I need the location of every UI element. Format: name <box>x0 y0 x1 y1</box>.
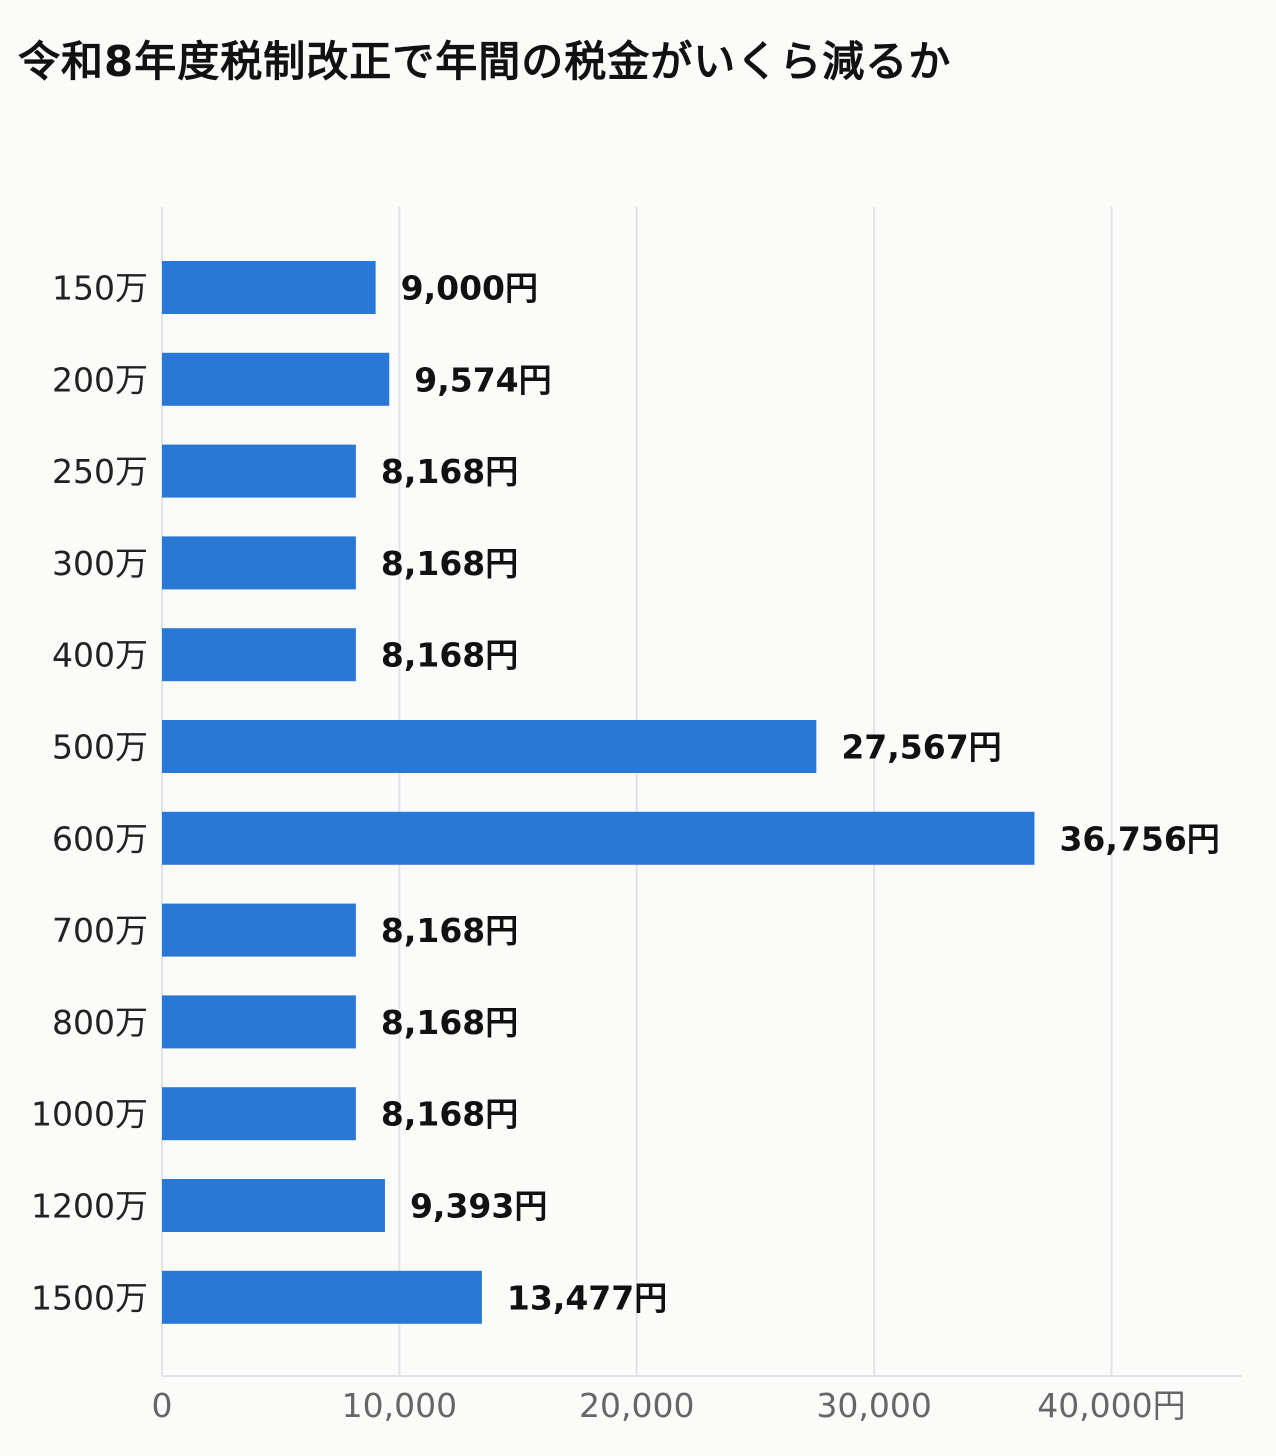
value-label: 9,000円 <box>401 269 538 308</box>
category-label: 150万 <box>52 269 148 308</box>
value-label: 27,567円 <box>841 728 1001 767</box>
category-label: 200万 <box>52 360 148 399</box>
value-label: 8,168円 <box>381 1003 518 1042</box>
value-label: 13,477円 <box>507 1278 667 1317</box>
x-tick-label: 0 <box>152 1386 173 1425</box>
value-label: 9,393円 <box>410 1187 547 1226</box>
value-label: 8,168円 <box>381 452 518 491</box>
bar <box>162 720 817 773</box>
category-label: 500万 <box>52 728 148 767</box>
bar <box>162 995 356 1049</box>
bar <box>162 444 356 498</box>
category-label: 600万 <box>52 819 148 858</box>
bar <box>162 811 1035 865</box>
value-label: 9,574円 <box>414 360 551 399</box>
value-label: 8,168円 <box>381 1095 518 1134</box>
bars <box>162 261 1035 1324</box>
bar <box>162 1179 385 1232</box>
bar <box>162 1087 356 1141</box>
bar <box>162 261 376 314</box>
bar <box>162 536 356 590</box>
category-label: 1000万 <box>31 1095 148 1134</box>
category-label: 800万 <box>52 1003 148 1042</box>
x-axis-tick-labels: 0 10,000 20,000 30,000 40,000円 <box>152 1386 1186 1425</box>
bar <box>162 352 390 406</box>
bar <box>162 1270 482 1324</box>
category-label: 1200万 <box>31 1187 148 1226</box>
value-label: 8,168円 <box>381 544 518 583</box>
category-label: 700万 <box>52 911 148 950</box>
category-label: 1500万 <box>31 1278 148 1317</box>
x-tick-label: 20,000 <box>579 1386 694 1425</box>
value-label: 8,168円 <box>381 911 518 950</box>
bar <box>162 628 356 682</box>
chart-title: 令和8年度税制改正で年間の税金がいくら減るか <box>18 37 952 86</box>
value-label: 36,756円 <box>1059 819 1219 858</box>
value-label: 8,168円 <box>381 636 518 675</box>
category-label: 400万 <box>52 636 148 675</box>
category-label: 300万 <box>52 544 148 583</box>
bar <box>162 903 356 957</box>
category-label: 250万 <box>52 452 148 491</box>
x-tick-label: 40,000円 <box>1037 1386 1185 1425</box>
x-tick-label: 30,000 <box>816 1386 931 1425</box>
x-tick-label: 10,000 <box>342 1386 457 1425</box>
category-labels: 150万 200万 250万 300万 400万 500万 600万 700万 800万 1000… <box>31 269 148 1318</box>
value-labels: 9,000円 9,574円 8,168円 8,168円 8,168円 27,567円 36,… <box>381 269 1220 1318</box>
